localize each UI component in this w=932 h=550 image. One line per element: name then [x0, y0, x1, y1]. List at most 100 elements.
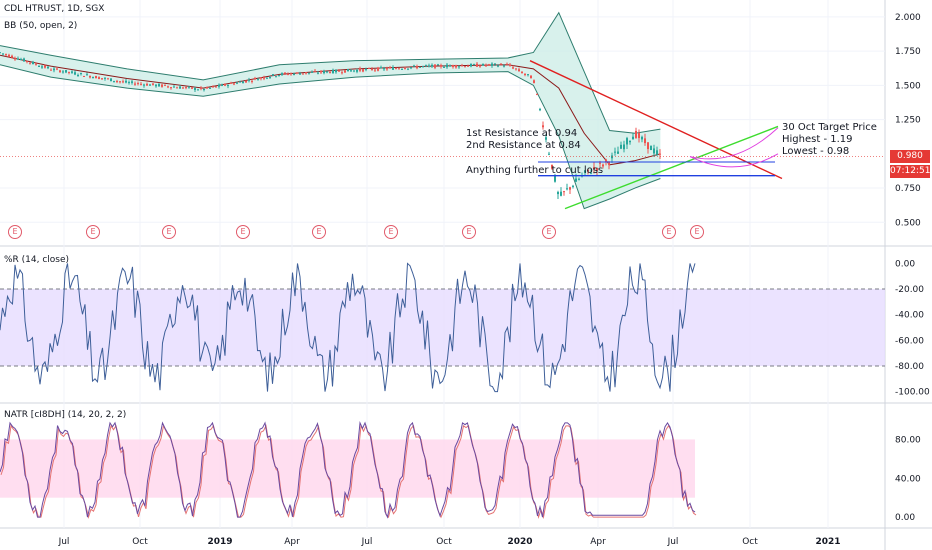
candle-body — [134, 83, 136, 85]
candle-body — [554, 176, 556, 182]
candle-body — [116, 81, 118, 83]
candle-body — [362, 69, 364, 72]
wr-indicator-label[interactable]: %R (14, close) — [4, 255, 70, 265]
candle-body — [641, 136, 643, 140]
earnings-marker[interactable]: E — [662, 225, 676, 239]
candle-body — [482, 63, 484, 66]
candle-body — [347, 68, 349, 72]
candle-body — [152, 83, 154, 85]
candle-body — [266, 77, 268, 79]
candle-body — [440, 65, 442, 67]
main-y-tick: 1.250 — [895, 116, 921, 126]
candle-body — [590, 172, 592, 174]
candle-body — [293, 73, 295, 75]
candle-body — [392, 67, 394, 70]
candle-body — [455, 65, 457, 68]
wr-line — [0, 262, 696, 393]
candle-body — [527, 74, 529, 76]
candle-body — [578, 178, 580, 180]
candle-body — [380, 67, 382, 69]
candle-body — [95, 76, 97, 79]
candle-body — [383, 68, 385, 70]
support-trendline — [564, 125, 779, 210]
wr-band — [0, 289, 885, 366]
candle-body — [104, 77, 106, 79]
symbol-title[interactable]: CDL HTRUST, 1D, SGX — [4, 4, 105, 14]
candle-body — [8, 54, 10, 57]
candle-body — [635, 131, 637, 138]
candle-body — [497, 65, 499, 67]
earnings-marker[interactable]: E — [690, 225, 704, 239]
earnings-marker[interactable]: E — [542, 225, 556, 239]
earnings-marker[interactable]: E — [86, 225, 100, 239]
candle-body — [488, 64, 490, 66]
candle-body — [350, 70, 352, 72]
target-low-note: Lowest - 0.98 — [782, 146, 850, 157]
natr-y-tick: 40.00 — [895, 474, 921, 484]
candle-body — [11, 55, 13, 58]
earnings-marker[interactable]: E — [8, 225, 22, 239]
candle-body — [449, 65, 451, 67]
candle-body — [224, 83, 226, 86]
candle-body — [242, 81, 244, 84]
earnings-marker[interactable]: E — [462, 225, 476, 239]
main-y-tick: 2.000 — [895, 13, 921, 23]
candle-body — [143, 84, 145, 86]
candle-body — [545, 137, 547, 140]
candle-body — [212, 86, 214, 88]
earnings-marker[interactable]: E — [162, 225, 176, 239]
candle-body — [626, 138, 628, 145]
candle-body — [287, 74, 289, 76]
candle-body — [218, 84, 220, 87]
candle-body — [260, 77, 262, 79]
bb-indicator-label[interactable]: BB (50, open, 2) — [4, 21, 78, 31]
candle-body — [317, 72, 319, 74]
time-tick-label: Jul — [58, 537, 70, 547]
candle-body — [89, 75, 91, 78]
candle-body — [299, 73, 301, 75]
candle-body — [368, 67, 370, 69]
candle-body — [137, 83, 139, 85]
wr-y-tick: -40.00 — [895, 311, 924, 321]
candle-body — [56, 68, 58, 70]
candle-body — [173, 86, 175, 88]
candle-body — [41, 66, 43, 68]
candle-body — [155, 84, 157, 87]
main-y-tick: 0.500 — [895, 218, 921, 228]
projection-curve-high — [689, 127, 779, 160]
candle-body — [128, 82, 130, 84]
earnings-marker[interactable]: E — [236, 225, 250, 239]
candle-body — [107, 78, 109, 80]
candle-body — [395, 68, 397, 70]
candle-body — [35, 63, 37, 65]
candle-body — [284, 72, 286, 74]
candle-body — [548, 153, 550, 155]
candle-body — [500, 63, 502, 65]
time-tick-label: 2019 — [207, 537, 232, 547]
natr-indicator-label[interactable]: NATR [cI8DH] (14, 20, 2, 2) — [4, 410, 127, 420]
candle-body — [113, 80, 115, 82]
candle-body — [464, 66, 466, 68]
earnings-marker[interactable]: E — [312, 225, 326, 239]
candle-body — [26, 61, 28, 63]
target-high-note: Highest - 1.19 — [782, 134, 853, 145]
candle-body — [584, 170, 586, 173]
earnings-marker[interactable]: E — [384, 225, 398, 239]
wr-y-tick: 0.00 — [895, 259, 915, 269]
candle-body — [158, 84, 160, 87]
candle-body — [572, 185, 574, 187]
candle-body — [38, 66, 40, 68]
wr-y-tick: -60.00 — [895, 336, 924, 346]
candle-body — [341, 72, 343, 74]
candle-body — [236, 82, 238, 84]
candle-body — [263, 77, 265, 79]
candle-body — [374, 69, 376, 71]
candle-body — [416, 66, 418, 69]
candle-body — [425, 65, 427, 67]
candle-body — [410, 67, 412, 69]
last-price-tag: 0.980 — [890, 150, 930, 163]
candle-body — [80, 73, 82, 75]
candle-body — [65, 70, 67, 73]
candle-body — [5, 54, 7, 56]
